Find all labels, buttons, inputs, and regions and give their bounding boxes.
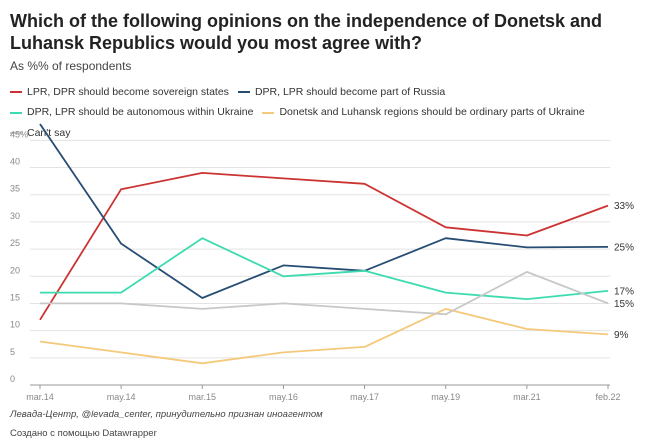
series-end-label: 33% — [614, 201, 634, 212]
chart-title: Which of the following opinions on the i… — [10, 11, 602, 53]
y-tick-label: 40 — [10, 157, 20, 167]
legend-item: LPR, DPR should become sovereign states — [10, 83, 229, 102]
legend-item: DPR, LPR should be autonomous within Ukr… — [10, 103, 253, 122]
x-tick-label: mar.14 — [26, 392, 54, 402]
series-end-label: 25% — [614, 242, 634, 253]
series-end-label: 17% — [614, 286, 634, 297]
series-end-label: 15% — [614, 299, 634, 310]
series-line — [40, 237, 609, 301]
x-tick-label: may.19 — [431, 392, 460, 402]
x-tick-label: may.17 — [350, 392, 379, 402]
y-tick-label: 45% — [10, 129, 28, 139]
legend-swatch — [262, 111, 275, 114]
legend-label: LPR, DPR should become sovereign states — [27, 85, 229, 98]
legend-item: Donetsk and Luhansk regions should be or… — [262, 103, 585, 122]
series-end-label: 9% — [614, 330, 629, 341]
legend-swatch — [10, 132, 22, 134]
legend-label: Can't say — [27, 126, 71, 139]
source-note: Левада-Центр, @levada_center, принудител… — [10, 409, 323, 420]
y-tick-label: 10 — [10, 320, 20, 330]
x-tick-label: mar.21 — [513, 392, 541, 402]
series-line — [40, 270, 609, 316]
y-tick-label: 0 — [10, 374, 15, 384]
y-tick-label: 25 — [10, 238, 20, 248]
legend-item: Can't say — [10, 124, 70, 143]
legend-swatch — [10, 91, 22, 93]
chart-legend: LPR, DPR should become sovereign states D… — [10, 81, 660, 143]
y-tick-label: 35 — [10, 184, 20, 194]
x-tick-label: may.14 — [107, 392, 136, 402]
x-tick-label: mar.15 — [189, 392, 217, 402]
y-tick-label: 5 — [10, 347, 15, 357]
y-tick-label: 30 — [10, 211, 20, 221]
y-tick-label: 20 — [10, 265, 20, 275]
series-line — [39, 123, 609, 299]
series-line — [39, 307, 609, 365]
y-tick-label: 15 — [10, 292, 20, 302]
legend-swatch — [10, 111, 22, 114]
series-line — [39, 171, 609, 321]
x-tick-label: may.16 — [269, 392, 298, 402]
datawrapper-credit: Создано с помощью Datawrapper — [10, 428, 157, 439]
x-tick-label: feb.22 — [595, 392, 620, 402]
legend-label: Donetsk and Luhansk regions should be or… — [279, 106, 585, 118]
legend-label: DPR, LPR should be autonomous within Ukr… — [27, 106, 254, 118]
chart-subtitle: As %% of respondents — [10, 59, 132, 73]
legend-item: DPR, LPR should become part of Russia — [237, 83, 446, 102]
legend-label: DPR, LPR should become part of Russia — [254, 85, 446, 98]
legend-swatch — [237, 91, 250, 93]
